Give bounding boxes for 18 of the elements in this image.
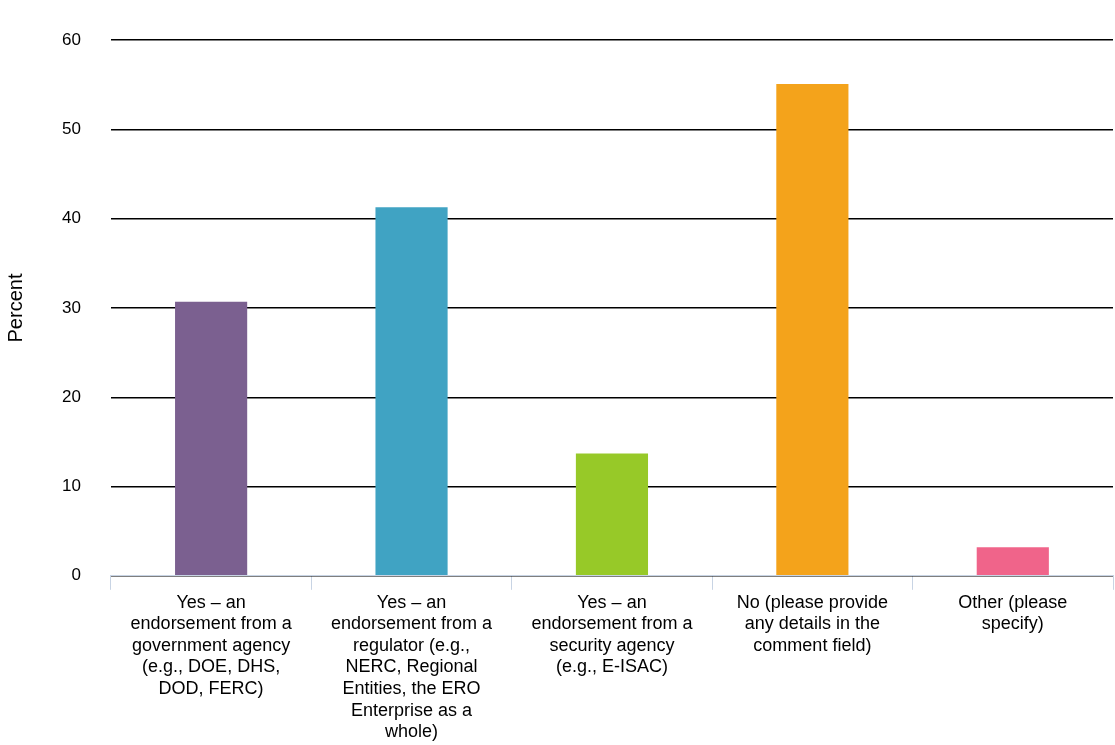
y-tick-label: 10	[61, 476, 81, 496]
y-tick-label: 40	[61, 208, 81, 228]
bar	[375, 207, 448, 576]
y-tick-label: 30	[61, 297, 81, 317]
x-tick-label: Yes – an endorsement from a security agency (e.g., E-ISAC)	[531, 591, 694, 677]
x-tick-label: Other (please specify)	[958, 591, 1068, 634]
x-tick-label: Yes – an endorsement from a regulator (e.g., NERC, Regional Entities, the ERO Enterprise as a whole)	[331, 591, 494, 742]
bar	[175, 301, 248, 576]
y-tick-label: 0	[71, 565, 81, 585]
x-tick-label: No (please provide any details in the comment field)	[736, 591, 888, 655]
y-tick-label: 20	[61, 386, 81, 406]
y-tick-label: 60	[61, 29, 81, 49]
y-axis-title: Percent	[3, 273, 26, 343]
bar	[575, 453, 649, 576]
y-tick-label: 50	[61, 119, 81, 139]
x-tick-label: Yes – an endorsement from a government agency (e.g., DOE, DHS, DOD, FERC)	[130, 591, 293, 698]
bar	[776, 83, 849, 576]
bar	[976, 547, 1049, 576]
